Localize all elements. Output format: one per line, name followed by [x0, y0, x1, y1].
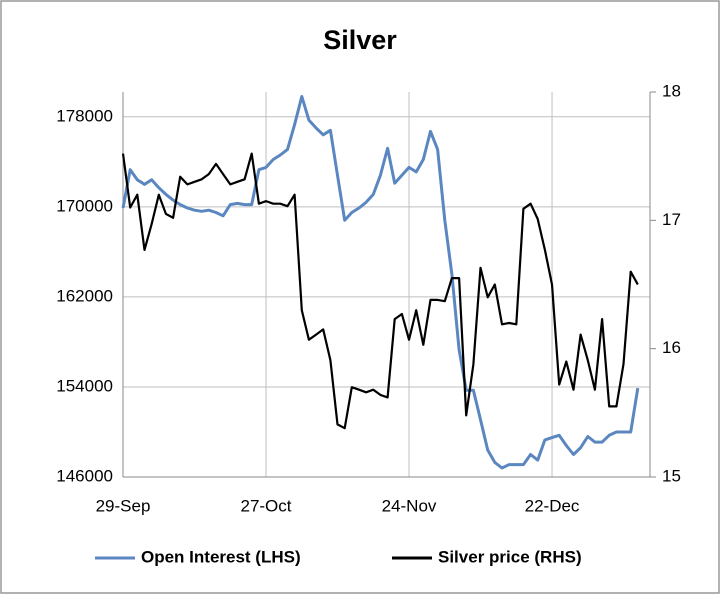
- y-tick-label: 154000: [56, 376, 113, 395]
- y2-tick-label: 17: [662, 210, 681, 229]
- legend-label: Silver price (RHS): [438, 547, 582, 566]
- y2-tick-label: 16: [662, 338, 681, 357]
- y-tick-label: 162000: [56, 286, 113, 305]
- x-tick-label: 22-Dec: [525, 496, 580, 515]
- chart-title: Silver: [323, 25, 397, 55]
- legend-label: Open Interest (LHS): [141, 547, 301, 566]
- series-line: [121, 152, 639, 430]
- y-tick-label: 146000: [56, 466, 113, 485]
- y-tick-label: 178000: [56, 106, 113, 125]
- x-tick-label: 24-Nov: [382, 496, 437, 515]
- y2-tick-label: 18: [662, 81, 681, 100]
- y-tick-label: 170000: [56, 196, 113, 215]
- y2-tick-label: 15: [662, 466, 681, 485]
- x-tick-label: 29-Sep: [96, 496, 151, 515]
- x-tick-label: 27-Oct: [240, 496, 291, 515]
- series-line: [121, 95, 640, 470]
